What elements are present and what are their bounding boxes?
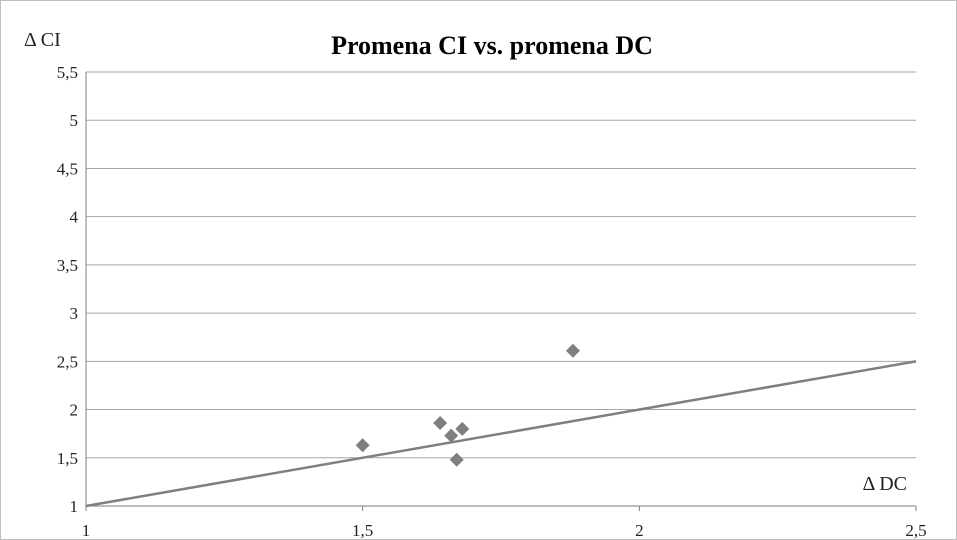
data-point xyxy=(565,343,580,358)
chart-title: Promena CI vs. promena DC xyxy=(331,31,653,60)
data-point xyxy=(355,438,370,453)
y-tick-label: 4,5 xyxy=(57,159,78,178)
tick-labels: 1 1,5 2 2,5 3 3,5 4 4,5 5 5,5 1 1,5 2 2,5 xyxy=(57,63,927,540)
reference-line xyxy=(85,360,917,508)
y-tick-label: 5 xyxy=(70,111,79,130)
x-tick-label: 1 xyxy=(82,521,91,540)
reference-line-group xyxy=(85,360,917,508)
data-point xyxy=(433,416,448,431)
y-axis-label: Δ CI xyxy=(24,29,61,51)
y-tick-label: 3 xyxy=(70,304,79,323)
y-tick-label: 4 xyxy=(70,208,79,227)
data-points xyxy=(355,343,580,467)
x-axis-label: Δ DC xyxy=(862,473,907,495)
data-point xyxy=(449,452,464,467)
grid-lines xyxy=(86,71,916,459)
data-point xyxy=(455,421,470,436)
y-tick-label: 3,5 xyxy=(57,256,78,275)
y-tick-label: 1 xyxy=(70,497,79,516)
y-tick-label: 2 xyxy=(70,401,79,420)
x-tick-label: 2 xyxy=(635,521,644,540)
y-tick-label: 1,5 xyxy=(57,449,78,468)
y-tick-label: 5,5 xyxy=(57,63,78,82)
y-tick-label: 2,5 xyxy=(57,352,78,371)
axes xyxy=(85,72,917,511)
x-tick-label: 1,5 xyxy=(352,521,373,540)
x-tick-label: 2,5 xyxy=(905,521,926,540)
data-point xyxy=(444,428,459,443)
